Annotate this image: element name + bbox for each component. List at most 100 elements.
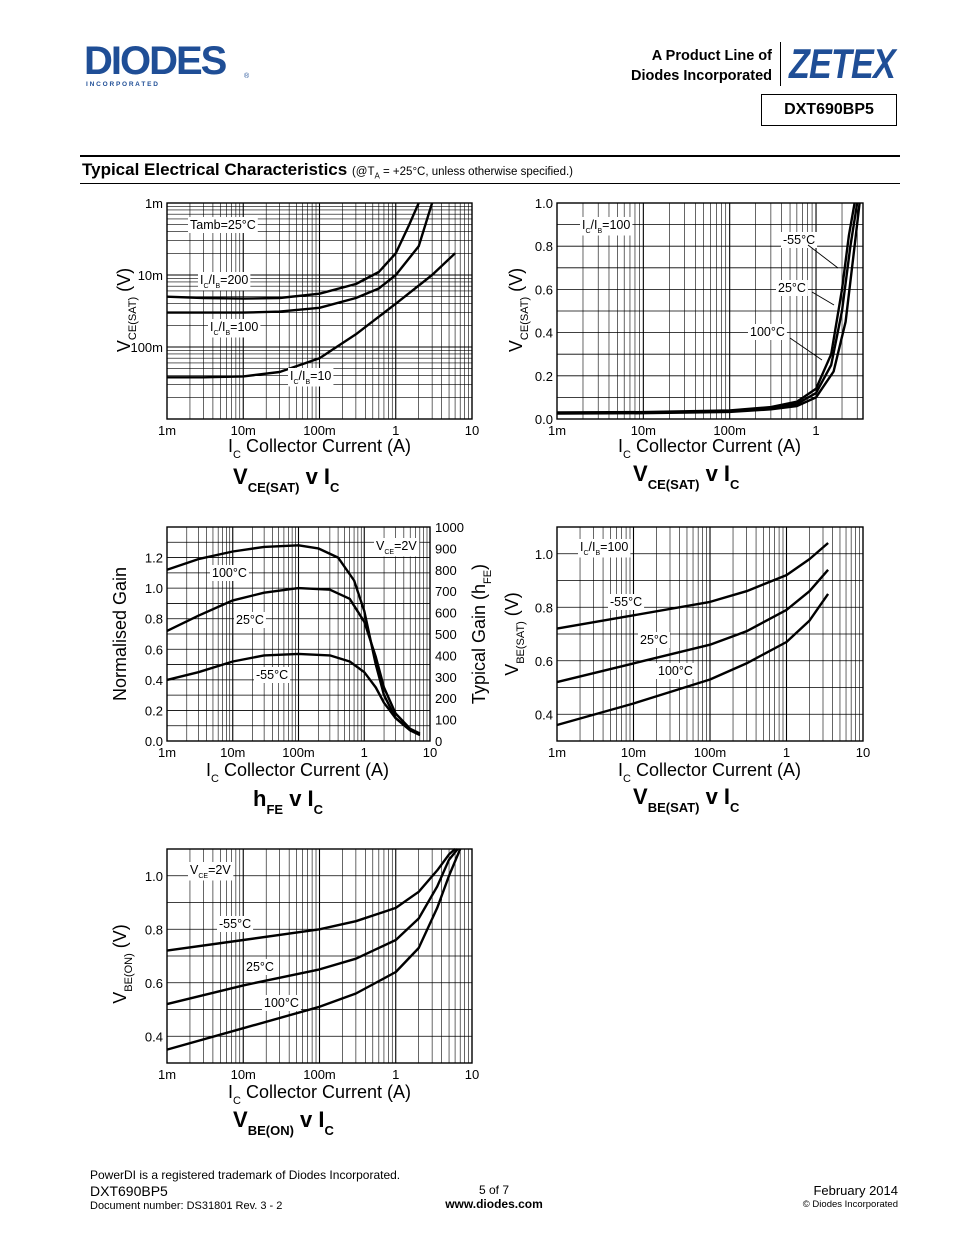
chart-1: 1m 10m 100m 1 10 1m 10m 100m Tamb=25°C IC/IB=200 I…	[114, 196, 479, 495]
x-tick-label: 100m	[303, 1067, 336, 1082]
section-rule-top	[80, 155, 900, 157]
annotation-label: -55°C	[610, 595, 642, 609]
annotation-label: IC/IB=100	[580, 540, 628, 557]
y-tick-label: 1.0	[535, 196, 553, 211]
annotation-bg	[608, 594, 645, 610]
y-tick-label: 100m	[130, 340, 163, 355]
footer-copyright: © Diodes Incorporated	[802, 1199, 898, 1210]
x-tick-label: 1m	[548, 423, 566, 438]
annotation-bg	[656, 663, 695, 679]
cond-open: (@T	[351, 166, 375, 178]
x-tick-label: 10	[465, 423, 479, 438]
x-tick-label: 1	[783, 745, 790, 760]
y-tick-label: 1.0	[535, 547, 553, 562]
annotation-bg	[234, 612, 266, 628]
annotation-label: Tamb=25°C	[190, 218, 256, 232]
annotation-bg	[188, 217, 258, 233]
series-line	[166, 848, 456, 952]
section-condition: (@TA = +25°C, unless otherwise specified…	[351, 166, 573, 181]
x-tick-label: 10m	[231, 423, 256, 438]
x-tick-label: 10	[465, 1067, 479, 1082]
part-number-box: DXT690BP5	[761, 94, 897, 126]
product-line-block: A Product Line of Diodes Incorporated	[631, 46, 772, 86]
logo-registered-mark: ®	[244, 72, 250, 80]
y-tick-label: 0.2	[145, 703, 163, 718]
x-axis-label: IC Collector Current (A)	[228, 436, 411, 461]
annotation-bg	[210, 565, 249, 581]
annotation-label: IC/IB=10	[290, 369, 331, 386]
annotation-label: VCE=2V	[376, 539, 417, 556]
y2-tick-label: 800	[435, 563, 457, 578]
y-tick-label: 10m	[138, 268, 163, 283]
footer-page: 5 of 7	[478, 1183, 510, 1197]
y-tick-label: 0.6	[145, 642, 163, 657]
header-separator	[780, 42, 781, 86]
annotation-bg	[374, 538, 420, 557]
zetex-logo: ZETEX	[788, 40, 899, 84]
cond-rest: = +25°C, unless otherwise specified.)	[379, 166, 573, 178]
section-rule-bottom	[80, 183, 900, 184]
y-tick-label: 1.0	[145, 869, 163, 884]
y-tick-label: 0.0	[145, 734, 163, 749]
x-tick-label: 100m	[713, 423, 746, 438]
chart-title: VBE(SAT) v IC	[633, 784, 740, 815]
annotation-bg	[198, 272, 251, 291]
y2-tick-label: 900	[435, 541, 457, 556]
y-tick-label: 0.6	[145, 976, 163, 991]
annotation-label: 25°C	[778, 281, 806, 295]
series-line	[556, 542, 829, 630]
annotation-bg	[638, 632, 670, 648]
x-axis-label: IC Collector Current (A)	[618, 760, 801, 785]
annotation-label: 100°C	[212, 566, 247, 580]
x-tick-label: 1	[812, 423, 819, 438]
x-tick-label: 100m	[694, 745, 727, 760]
annotation-label: -55°C	[783, 233, 815, 247]
y2-tick-label: 100	[435, 713, 457, 728]
annotation-leader	[811, 291, 835, 306]
annotation-leader	[789, 337, 823, 361]
x-tick-label: 1m	[158, 745, 176, 760]
footer-doc-number: Document number: DS31801 Rev. 3 - 2	[90, 1200, 283, 1212]
chart-title: VCE(SAT) v IC	[233, 464, 340, 495]
series-line	[556, 569, 830, 684]
annotation-bg	[262, 995, 301, 1011]
x-tick-label: 10m	[220, 745, 245, 760]
y-axis-label: VBE(SAT) (V)	[502, 592, 527, 676]
y-tick-label: 0.4	[535, 326, 553, 341]
annotation-label: 100°C	[658, 664, 693, 678]
footer-website-link[interactable]: www.diodes.com	[445, 1197, 543, 1211]
series-line	[166, 848, 462, 1051]
series-line	[166, 202, 420, 300]
series-line	[166, 586, 421, 735]
annotation-bg	[254, 667, 291, 683]
y2-tick-label: 0	[435, 734, 442, 749]
y-tick-label: 0.2	[535, 369, 553, 384]
y-tick-label: 0.8	[535, 600, 553, 615]
footer-trademark: PowerDI is a registered trademark of Dio…	[90, 1168, 401, 1182]
y-tick-label: 0.8	[535, 239, 553, 254]
series-line	[167, 252, 456, 379]
y2-tick-label: 200	[435, 691, 457, 706]
x-axis-label: IC Collector Current (A)	[206, 760, 389, 785]
product-line-1: A Product Line of	[651, 48, 772, 64]
annotation-label: 25°C	[236, 613, 264, 627]
y2-tick-label: 300	[435, 670, 457, 685]
chart-4: 1m 10m 100m 1 10 0.4 0.6 0.8 1.0 IC/IB=100 -55°C 25…	[502, 526, 870, 815]
x-tick-label: 1	[392, 423, 399, 438]
annotation-bg	[188, 862, 234, 881]
y2-axis-label: Typical Gain (hFE)	[469, 564, 494, 704]
annotation-label: IC/IB=100	[210, 320, 258, 337]
annotation-label: VCE=2V	[190, 863, 231, 880]
y-tick-label: 0.8	[145, 612, 163, 627]
logo-text: DIODES	[84, 40, 227, 83]
footer-part: DXT690BP5	[90, 1183, 168, 1199]
logo-subtext: I N C O R P O R A T E D	[86, 81, 158, 88]
annotation-label: -55°C	[219, 917, 251, 931]
x-tick-label: 10m	[231, 1067, 256, 1082]
footer-website[interactable]: www.diodes.com	[424, 1197, 564, 1211]
annotation-bg	[748, 324, 787, 340]
x-axis-label: IC Collector Current (A)	[618, 436, 801, 461]
cond-sub: A	[374, 171, 380, 181]
annotation-bg	[776, 280, 808, 296]
